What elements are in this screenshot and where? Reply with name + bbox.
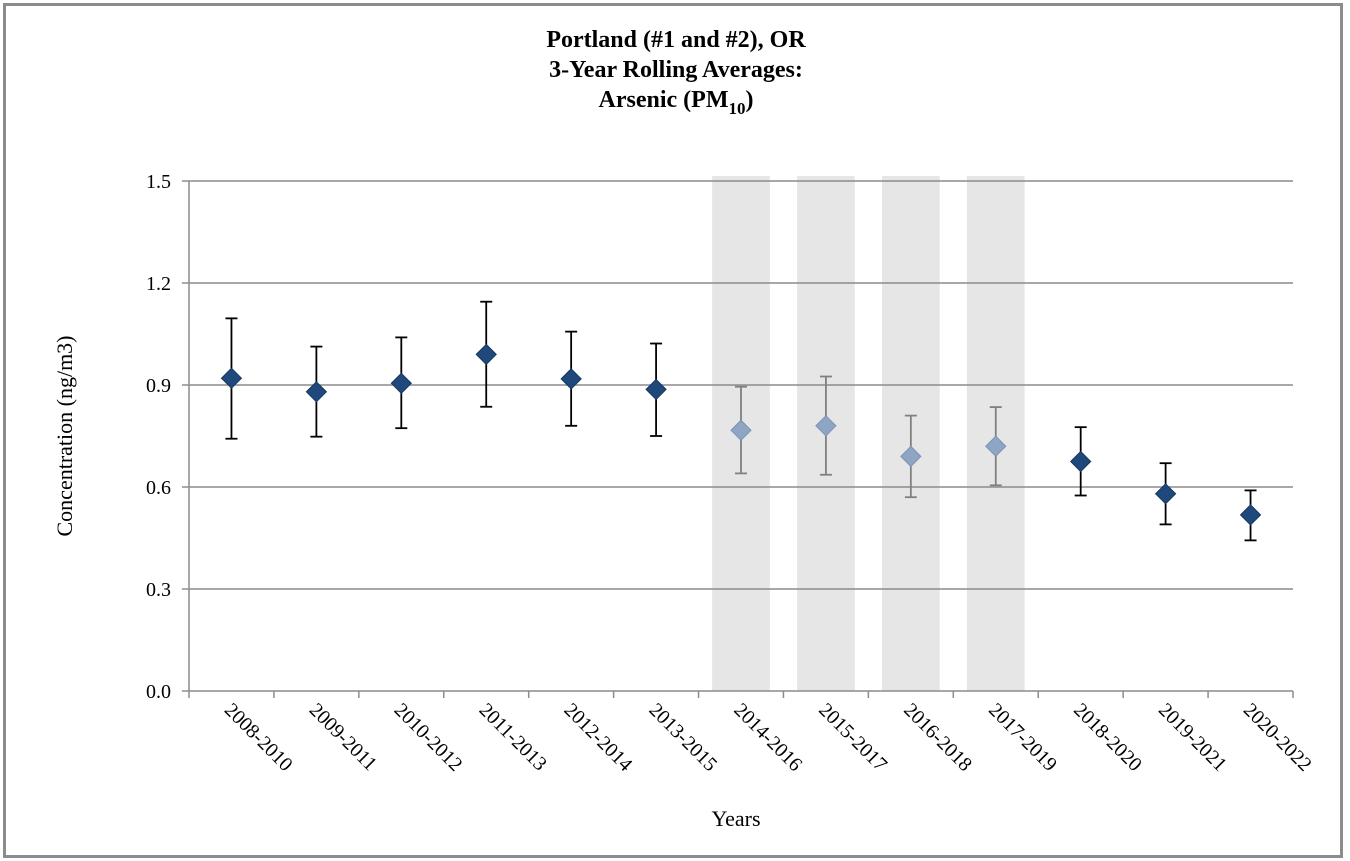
x-tick-label: 2009-2011 — [305, 699, 381, 775]
data-points — [220, 343, 1262, 526]
title-line-3: Arsenic (PM10) — [599, 87, 754, 118]
shaded-regions — [712, 176, 1025, 691]
y-axis-label: Concentration (ng/m3) — [52, 335, 77, 536]
data-point-2018-2020 — [1069, 450, 1092, 473]
chart-title: Portland (#1 and #2), OR 3-Year Rolling … — [546, 27, 806, 118]
x-tick-labels: 2008-2010 2009-2011 2010-2012 2011-2013 2012… — [220, 699, 1316, 776]
data-point-2010-2012 — [390, 372, 413, 395]
axes — [188, 181, 1294, 698]
data-point-2015-2017 — [815, 415, 837, 437]
x-tick-label: 2017-2019 — [984, 699, 1061, 776]
x-tick-label: 2012-2014 — [560, 699, 637, 776]
x-tick-label: 2015-2017 — [814, 699, 891, 776]
x-tick-label: 2020-2022 — [1239, 699, 1316, 776]
y-tick-label: 1.5 — [146, 171, 171, 193]
x-tick-label: 2013-2015 — [645, 699, 722, 776]
data-point-2017-2019 — [985, 435, 1007, 457]
data-point-2020-2022 — [1239, 504, 1262, 526]
data-point-2014-2016 — [730, 419, 752, 441]
chart-frame — [3, 3, 1343, 858]
x-tick-label: 2016-2018 — [899, 699, 976, 776]
title-line-3-suffix: ) — [745, 87, 753, 113]
data-point-2012-2014 — [560, 368, 582, 390]
gridlines — [182, 180, 1293, 692]
y-tick-labels: 0.0 0.3 0.6 0.9 1.2 1.5 — [146, 171, 171, 703]
title-line-1: Portland (#1 and #2), OR — [546, 27, 806, 53]
data-point-2013-2015 — [645, 378, 667, 401]
title-line-3-text: Arsenic (PM — [599, 87, 729, 113]
y-tick-label: 0.0 — [146, 681, 171, 703]
y-tick-label: 1.2 — [146, 273, 171, 295]
title-line-3-subscript: 10 — [728, 99, 745, 118]
x-tick-label: 2010-2012 — [390, 699, 467, 776]
x-tick-label: 2008-2010 — [220, 699, 297, 776]
data-point-2009-2011 — [305, 381, 328, 403]
y-tick-label: 0.9 — [146, 375, 171, 397]
data-point-2016-2018 — [900, 445, 922, 468]
data-point-2019-2021 — [1154, 483, 1177, 505]
y-tick-label: 0.3 — [146, 579, 171, 601]
data-point-2008-2010 — [220, 367, 243, 389]
x-tick-label: 2019-2021 — [1154, 699, 1231, 776]
title-line-2: 3-Year Rolling Averages: — [549, 57, 803, 83]
data-point-2011-2013 — [475, 343, 497, 366]
x-tick-label: 2011-2013 — [475, 699, 551, 775]
y-tick-label: 0.6 — [146, 477, 171, 499]
x-axis-label: Years — [711, 806, 760, 831]
x-tick-label: 2014-2016 — [729, 699, 806, 776]
x-tick-label: 2018-2020 — [1069, 699, 1146, 776]
